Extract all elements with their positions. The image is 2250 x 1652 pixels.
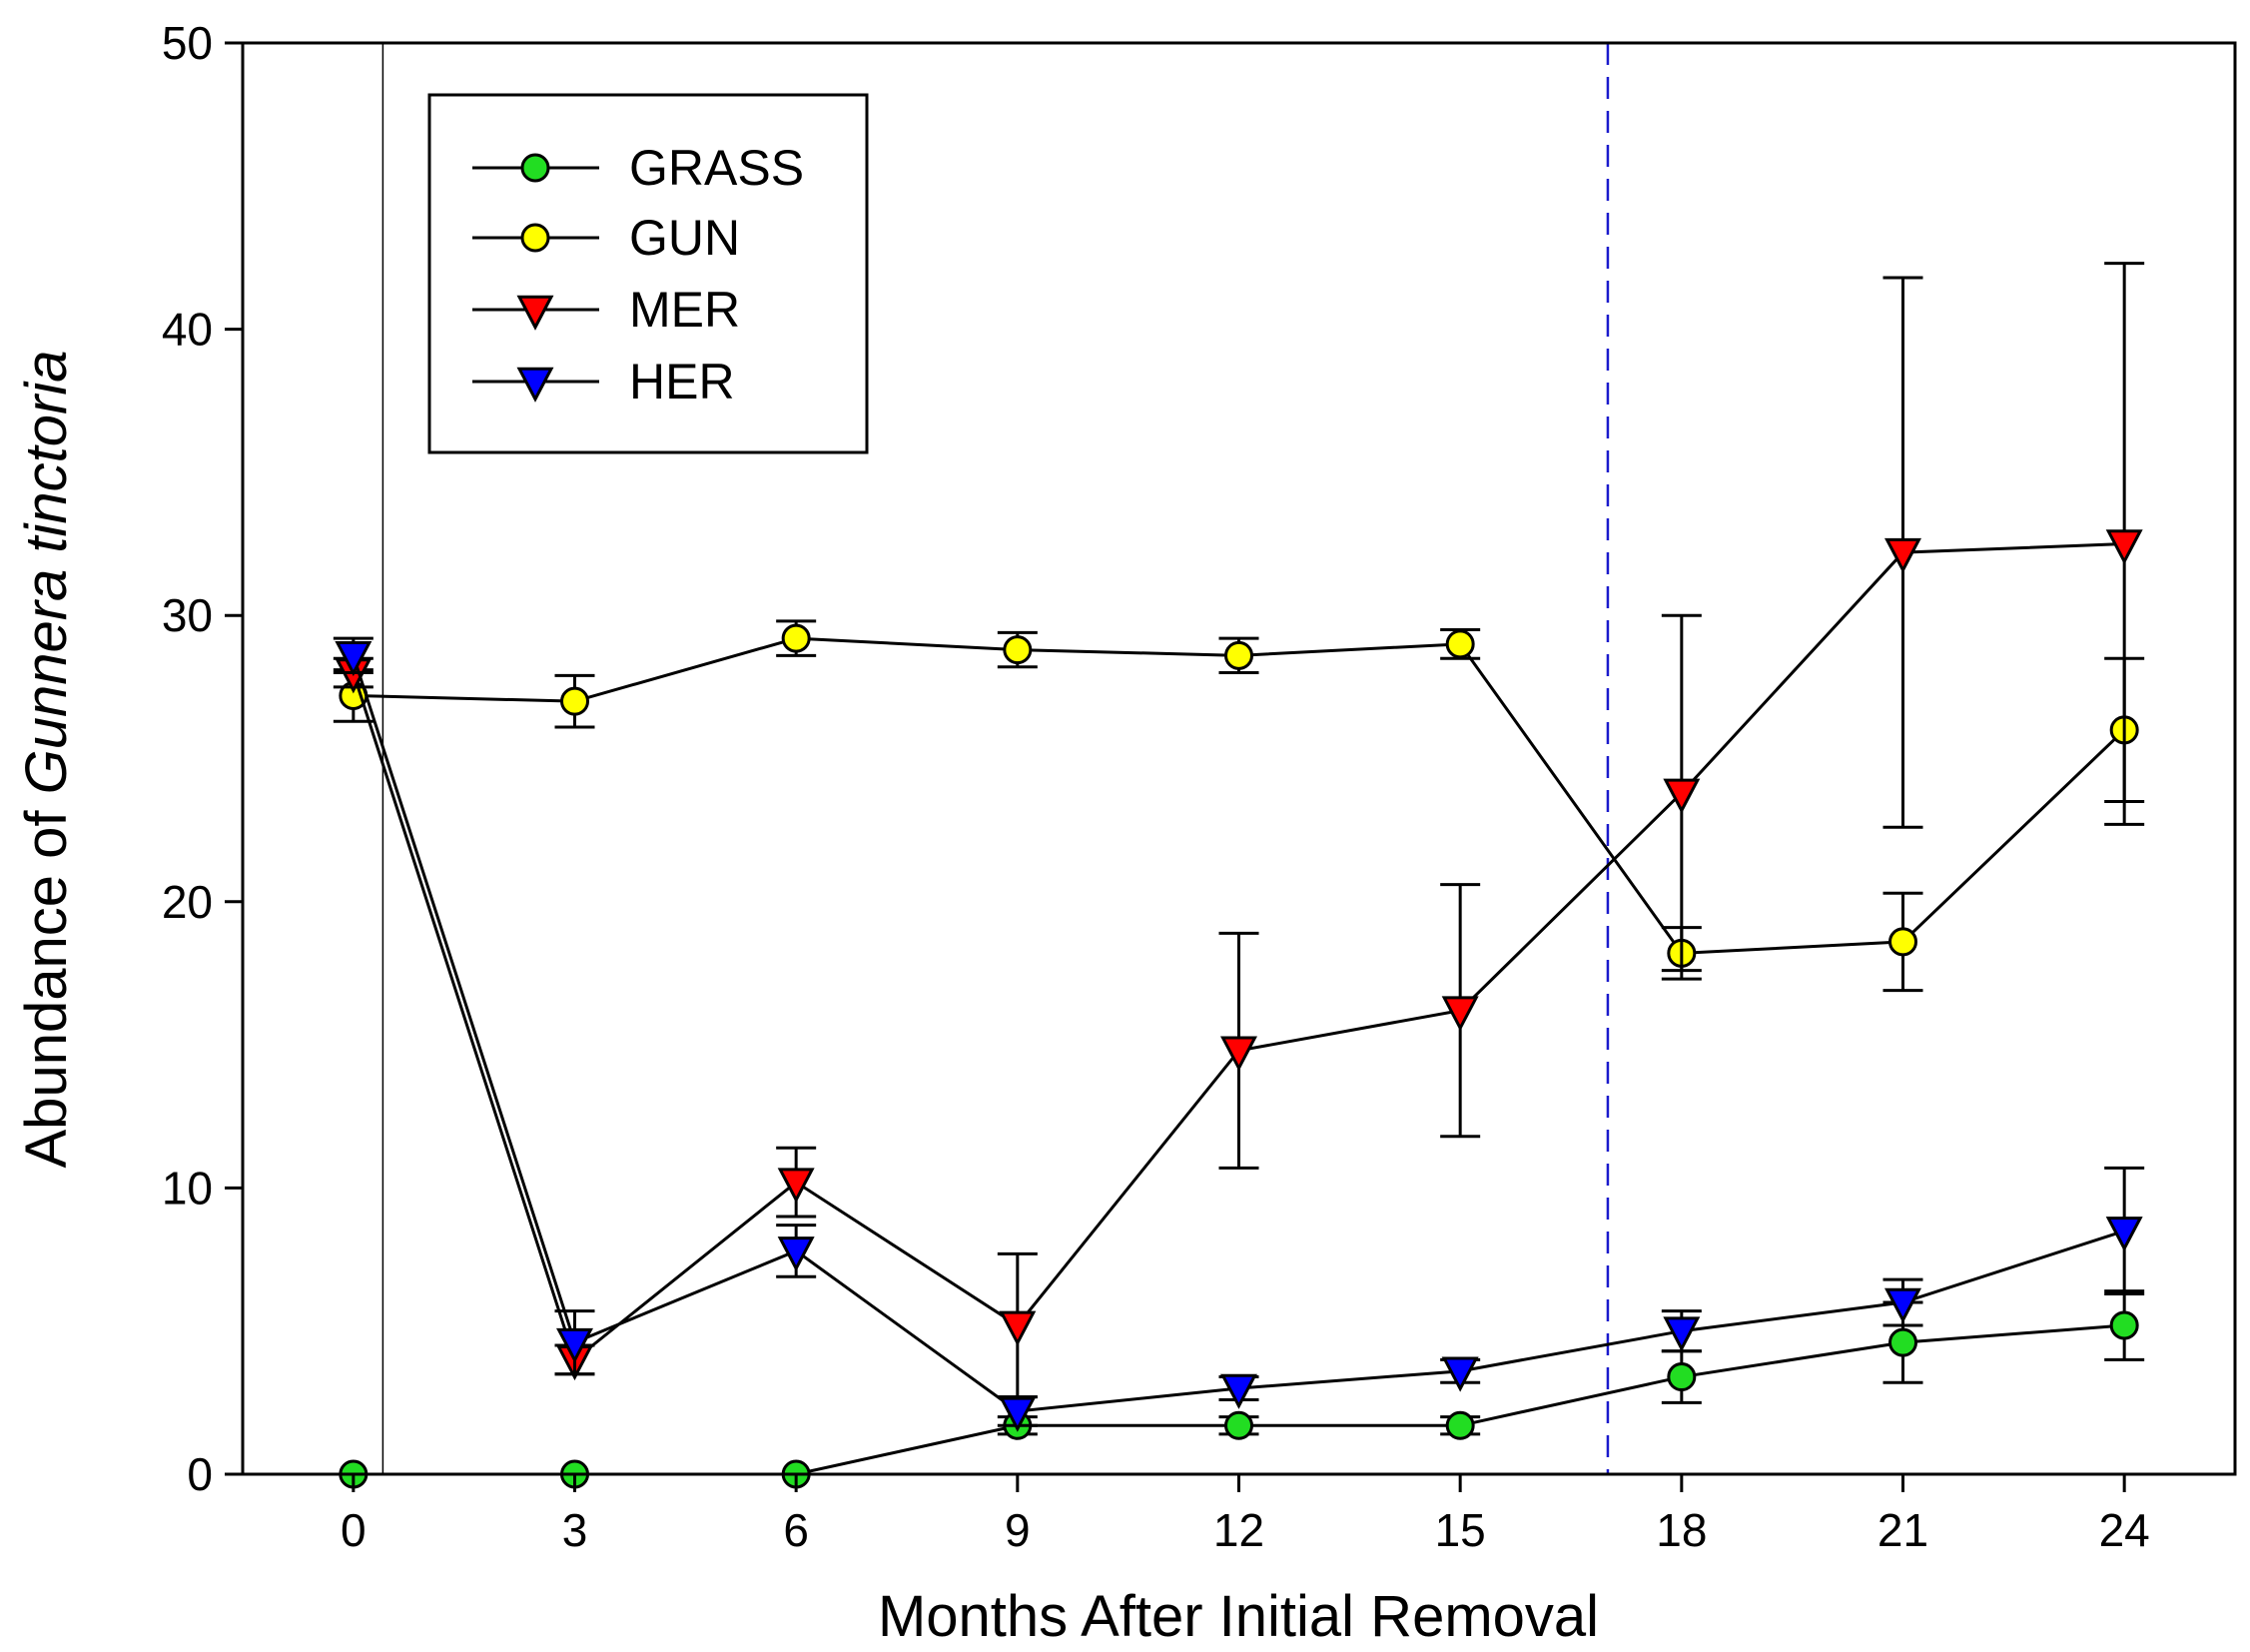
data-point-grass bbox=[2109, 1310, 2139, 1340]
y-axis-title-species: Gunnera tinctoria bbox=[14, 350, 79, 794]
data-point-mer bbox=[1663, 778, 1701, 814]
y-tick-label: 30 bbox=[162, 589, 213, 641]
data-point-her bbox=[1884, 1287, 1921, 1323]
data-point-mer bbox=[1441, 996, 1479, 1032]
data-point-her bbox=[2105, 1217, 2143, 1252]
x-tick-label: 15 bbox=[1435, 1504, 1486, 1556]
legend-marker-gun bbox=[520, 223, 550, 253]
x-tick-label: 3 bbox=[562, 1504, 588, 1556]
data-point-grass bbox=[1888, 1327, 1917, 1357]
legend-label-mer: MER bbox=[629, 282, 740, 338]
data-point-mer bbox=[777, 1168, 815, 1204]
data-point-gun bbox=[1445, 629, 1475, 659]
data-point-grass bbox=[1224, 1410, 1253, 1440]
legend-marker-grass bbox=[520, 153, 550, 183]
series-mer bbox=[333, 262, 2145, 1399]
series-her bbox=[333, 636, 2145, 1432]
legend-box bbox=[427, 93, 869, 454]
data-point-her bbox=[1441, 1356, 1479, 1392]
data-point-mer bbox=[1884, 537, 1921, 573]
data-point-her bbox=[1663, 1316, 1701, 1352]
axes-layer: 0 3 6 9 12 15 18 21 24 0 10 20 30 40 50 bbox=[162, 17, 2150, 1556]
legend-label-grass: GRASS bbox=[629, 140, 804, 196]
y-tick-label: 20 bbox=[162, 876, 213, 928]
data-point-grass bbox=[1667, 1362, 1697, 1392]
data-point-gun bbox=[781, 623, 811, 653]
data-point-her bbox=[999, 1396, 1037, 1432]
series-line-gun bbox=[353, 636, 2126, 955]
data-point-mer bbox=[1220, 1036, 1257, 1072]
x-tick-label: 18 bbox=[1656, 1504, 1707, 1556]
x-tick-label: 0 bbox=[341, 1504, 367, 1556]
legend-label-her: HER bbox=[629, 354, 735, 410]
data-point-her bbox=[335, 641, 373, 677]
legend: GRASS GUN MER HER bbox=[427, 93, 869, 454]
legend-marker-mer bbox=[516, 295, 554, 331]
data-point-her bbox=[556, 1327, 593, 1363]
y-tick-label: 0 bbox=[187, 1448, 213, 1500]
data-point-mer bbox=[2105, 529, 2143, 565]
data-point-gun bbox=[1224, 640, 1253, 670]
legend-label-gun: GUN bbox=[629, 210, 740, 266]
x-tick-label: 9 bbox=[1005, 1504, 1031, 1556]
y-axis-title: Abundance of Gunnera tinctoria bbox=[14, 350, 79, 1168]
data-point-her bbox=[1220, 1373, 1257, 1409]
x-tick-label: 6 bbox=[783, 1504, 809, 1556]
data-point-mer bbox=[999, 1310, 1037, 1346]
data-point-gun bbox=[1888, 927, 1917, 957]
data-point-gun bbox=[1003, 635, 1033, 665]
y-tick-label: 50 bbox=[162, 17, 213, 69]
x-tick-label: 24 bbox=[2099, 1504, 2150, 1556]
y-tick-label: 40 bbox=[162, 304, 213, 356]
y-axis-title-prefix: Abundance of bbox=[14, 794, 79, 1168]
x-tick-label: 21 bbox=[1877, 1504, 1928, 1556]
data-point-grass bbox=[1445, 1410, 1475, 1440]
legend-marker-her bbox=[516, 367, 554, 403]
reference-lines bbox=[381, 43, 1610, 1474]
x-tick-label: 12 bbox=[1213, 1504, 1264, 1556]
x-axis-title: Months After Initial Removal bbox=[878, 1584, 1599, 1649]
y-tick-label: 10 bbox=[162, 1162, 213, 1214]
data-point-her bbox=[777, 1237, 815, 1272]
data-point-gun bbox=[560, 686, 589, 716]
